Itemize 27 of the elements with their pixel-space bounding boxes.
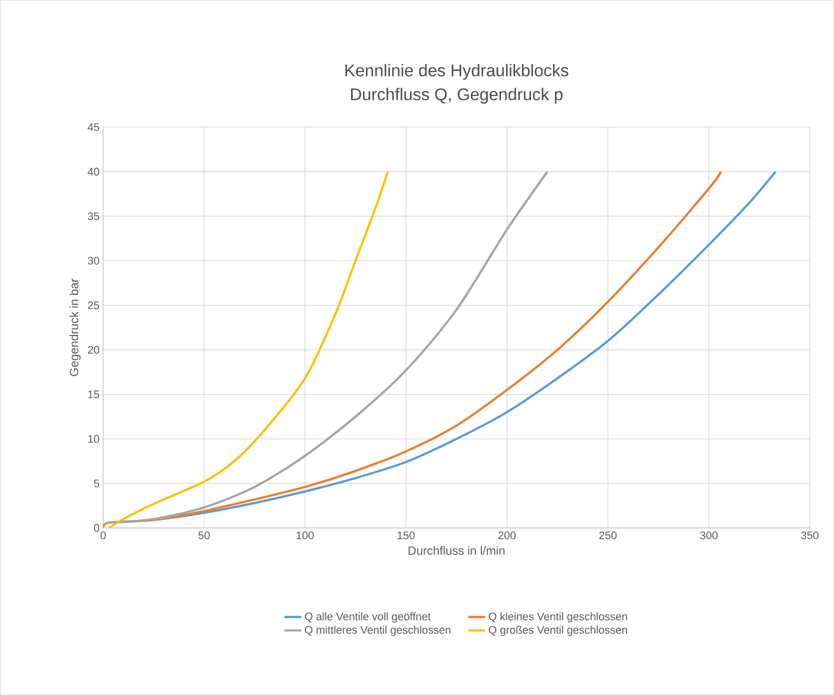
- chart-title: Kennlinie des Hydraulikblocks Durchfluss Q, Gegendruck p: [345, 64, 568, 104]
- legend-label: Q großes Ventil geschlossen: [488, 626, 627, 636]
- x-tick-label: 250: [599, 531, 617, 540]
- y-tick-label: 10: [88, 434, 100, 443]
- x-tick-label: 350: [801, 531, 819, 540]
- x-tick-label: 150: [398, 531, 415, 540]
- legend-label: Q mittleres Ventil geschlossen: [304, 626, 450, 636]
- x-tick-label: 100: [296, 531, 314, 540]
- y-tick-label: 15: [88, 390, 100, 398]
- y-tick-label: 25: [88, 301, 100, 310]
- y-tick-label: 35: [88, 212, 100, 220]
- y-tick-label: 5: [94, 480, 100, 488]
- line-series: [106, 170, 548, 524]
- y-tick-label: 20: [88, 346, 100, 354]
- x-axis-title: Durchfluss in l/min: [408, 546, 504, 555]
- y-tick-label: 45: [88, 123, 100, 131]
- legend-label: Q kleines Ventil geschlossen: [488, 612, 627, 622]
- line-series: [108, 170, 389, 528]
- x-tick-label: 300: [700, 531, 718, 540]
- legend-label: Q alle Ventile voll geöffnet: [304, 612, 431, 622]
- y-axis-title: Gegendruck in bar: [69, 278, 81, 376]
- y-tick-label: 40: [88, 168, 100, 176]
- x-tick-label: 200: [498, 531, 516, 540]
- x-tick-label: 0: [100, 531, 106, 540]
- y-tick-label: 30: [88, 256, 100, 265]
- y-tick-label: 0: [94, 524, 100, 532]
- x-tick-label: 50: [198, 531, 210, 540]
